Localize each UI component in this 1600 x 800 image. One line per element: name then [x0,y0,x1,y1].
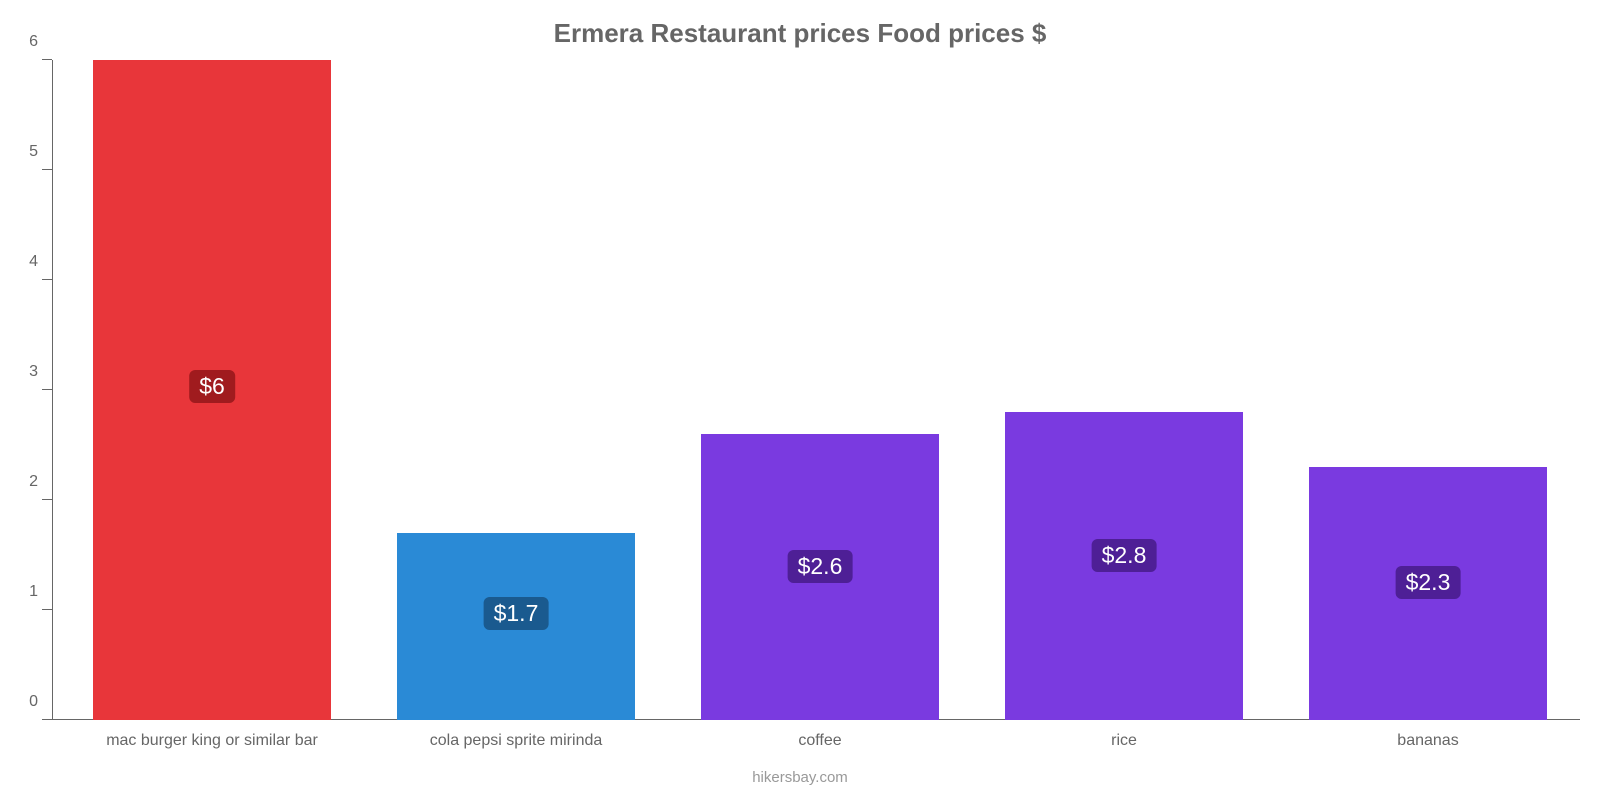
bar: $6 [93,60,330,720]
y-tick [42,169,52,170]
y-tick [42,59,52,60]
bar: $2.6 [701,434,938,720]
bar: $2.8 [1005,412,1242,720]
x-tick-label: bananas [1276,732,1580,750]
y-tick-label: 6 [10,33,38,51]
y-tick [42,279,52,280]
y-tick [42,389,52,390]
y-tick [42,719,52,720]
y-tick-label: 4 [10,253,38,271]
bar: $1.7 [397,533,634,720]
x-tick-label: coffee [668,732,972,750]
bar-value-label: $6 [189,370,235,403]
y-axis [52,60,53,720]
bar-value-label: $2.8 [1092,539,1157,572]
bar: $2.3 [1309,467,1546,720]
x-tick-label: mac burger king or similar bar [60,732,364,750]
y-tick-label: 0 [10,693,38,711]
bar-value-label: $2.3 [1396,566,1461,599]
x-tick-label: rice [972,732,1276,750]
y-tick-label: 3 [10,363,38,381]
y-tick [42,499,52,500]
x-tick-label: cola pepsi sprite mirinda [364,732,668,750]
bar-value-label: $1.7 [484,597,549,630]
y-tick-label: 2 [10,473,38,491]
chart-plot-area: 0123456$6mac burger king or similar bar$… [60,60,1580,720]
chart-footer: hikersbay.com [752,769,848,786]
y-tick-label: 5 [10,143,38,161]
y-tick-label: 1 [10,583,38,601]
chart-title: Ermera Restaurant prices Food prices $ [0,0,1600,49]
y-tick [42,609,52,610]
bar-value-label: $2.6 [788,550,853,583]
